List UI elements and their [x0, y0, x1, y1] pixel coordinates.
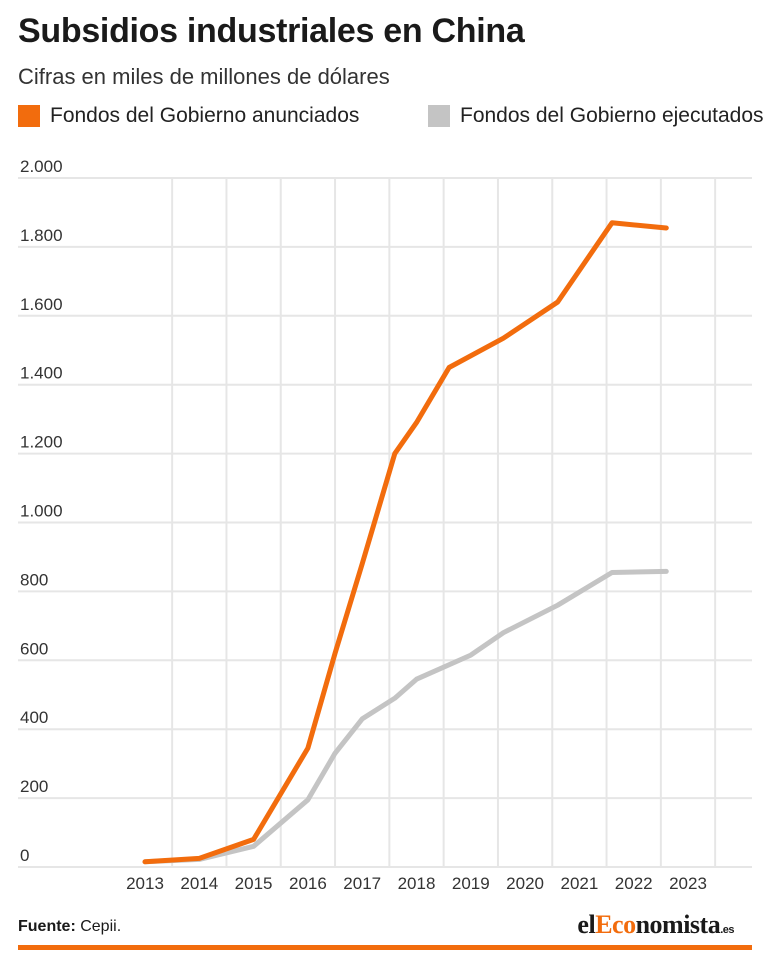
y-tick-label: 1.400 — [20, 364, 63, 383]
brand-rest: nomista — [635, 910, 721, 939]
legend-item-announced: Fondos del Gobierno anunciados — [18, 104, 359, 128]
x-tick-label: 2016 — [289, 874, 327, 893]
line-chart: 0 200 400 600 800 1.000 1.200 1.400 1.600 1.800 2.… — [18, 157, 752, 893]
x-tick-label: 2022 — [615, 874, 653, 893]
y-tick-label: 1.600 — [20, 295, 63, 314]
legend-label-executed: Fondos del Gobierno ejecutados — [460, 104, 764, 127]
x-tick-label: 2019 — [452, 874, 490, 893]
y-tick-label: 1.200 — [20, 433, 63, 452]
x-tick-label: 2014 — [180, 874, 218, 893]
series-line-announced — [142, 220, 669, 865]
x-tick-label: 2021 — [560, 874, 598, 893]
brand-logo: elEconomista.es — [577, 910, 734, 940]
legend-swatch-announced — [18, 105, 40, 127]
chart-subtitle: Cifras en miles de millones de dólares — [18, 64, 390, 89]
brand-accent: Eco — [595, 910, 636, 939]
brand-suffix: .es — [720, 924, 734, 936]
y-tick-label: 600 — [20, 639, 48, 658]
x-tick-label: 2020 — [506, 874, 544, 893]
legend-swatch-executed — [428, 105, 450, 127]
x-tick-label: 2023 — [669, 874, 707, 893]
y-tick-label: 0 — [20, 846, 29, 865]
y-tick-label: 400 — [20, 708, 48, 727]
bottom-accent-bar — [18, 945, 752, 950]
y-tick-label: 200 — [20, 777, 48, 796]
y-tick-label: 800 — [20, 570, 48, 589]
legend: Fondos del Gobierno anunciados Fondos de… — [18, 104, 764, 134]
legend-item-executed: Fondos del Gobierno ejecutados — [428, 104, 764, 128]
source-value: Cepii. — [75, 918, 122, 935]
x-tick-label: 2015 — [235, 874, 273, 893]
y-tick-label: 1.000 — [20, 502, 63, 521]
series-line-executed — [142, 568, 669, 865]
chart-title: Subsidios industriales en China — [18, 12, 525, 50]
x-tick-label: 2018 — [398, 874, 436, 893]
y-tick-label: 1.800 — [20, 226, 63, 245]
brand-prefix: el — [577, 910, 596, 939]
source-label: Fuente: — [18, 918, 76, 935]
source-note: Fuente: Cepii. — [18, 918, 121, 936]
y-tick-label: 2.000 — [20, 157, 63, 176]
legend-label-announced: Fondos del Gobierno anunciados — [50, 104, 360, 127]
x-tick-label: 2017 — [343, 874, 381, 893]
x-tick-label: 2013 — [126, 874, 164, 893]
